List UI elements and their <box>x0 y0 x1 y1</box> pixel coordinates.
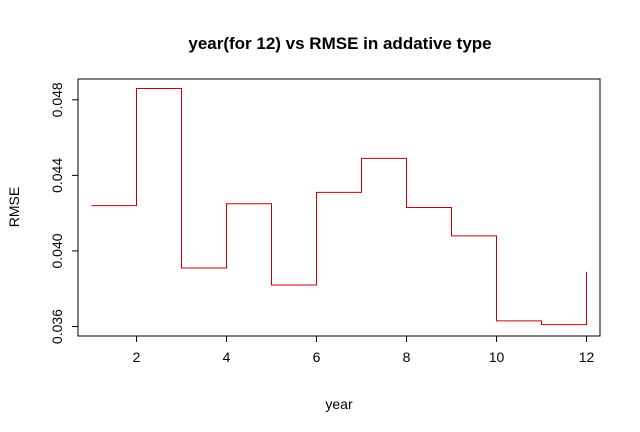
x-tick-label: 4 <box>223 349 231 365</box>
y-tick-label: 0.044 <box>49 158 65 193</box>
chart-title: year(for 12) vs RMSE in addative type <box>188 34 491 53</box>
y-axis: 0.036 0.040 0.044 0.048 <box>49 82 78 344</box>
x-tick-label: 8 <box>403 349 411 365</box>
y-tick-label: 0.048 <box>49 82 65 117</box>
x-axis: 2 4 6 8 10 12 <box>133 336 595 365</box>
x-tick-label: 10 <box>489 349 505 365</box>
plot-frame <box>77 78 601 337</box>
x-axis-label: year <box>325 396 353 412</box>
series-line-rmse <box>91 87 587 326</box>
y-tick-label: 0.040 <box>49 233 65 268</box>
x-tick-label: 12 <box>579 349 595 365</box>
y-axis-label: RMSE <box>6 187 22 227</box>
y-tick-label: 0.036 <box>49 309 65 344</box>
x-tick-label: 2 <box>133 349 141 365</box>
x-tick-label: 6 <box>313 349 321 365</box>
